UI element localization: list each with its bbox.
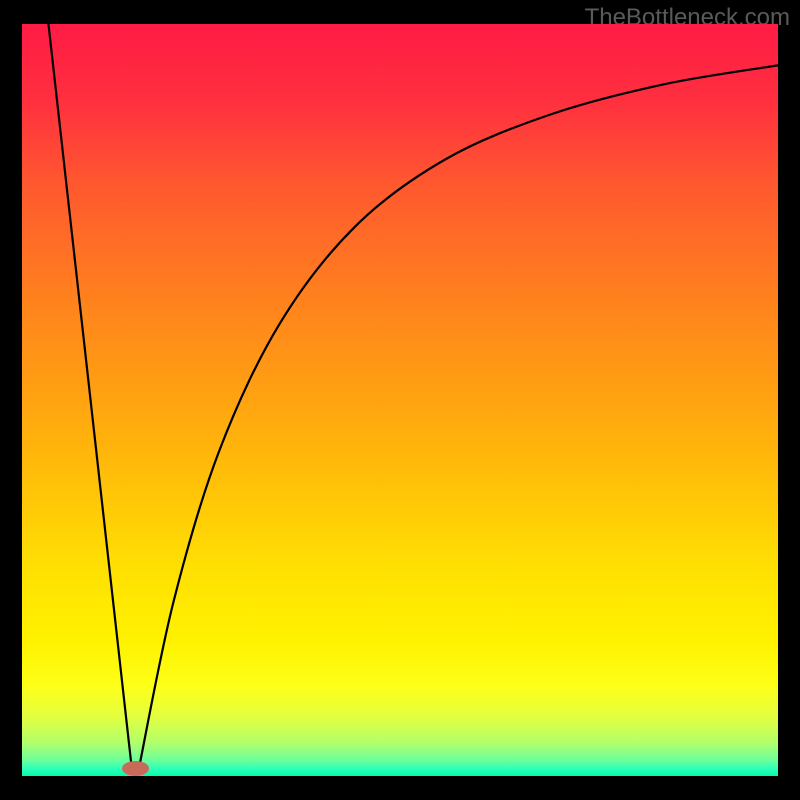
curve-left-branch bbox=[48, 24, 131, 767]
minimum-marker bbox=[122, 761, 149, 776]
plot-area bbox=[22, 24, 778, 776]
curve-overlay bbox=[22, 24, 778, 776]
chart-frame: TheBottleneck.com bbox=[0, 0, 800, 800]
curve-right-branch bbox=[139, 65, 778, 767]
